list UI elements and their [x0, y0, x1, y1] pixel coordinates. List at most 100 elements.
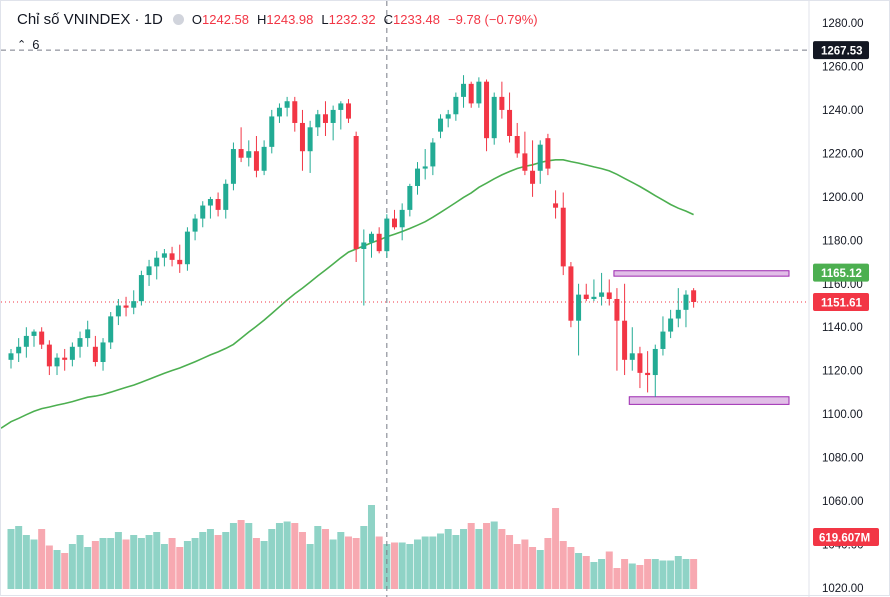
candle-body[interactable]: [8, 353, 14, 360]
candle-body[interactable]: [507, 109, 513, 136]
candle-body[interactable]: [560, 207, 566, 267]
candle-body[interactable]: [16, 346, 22, 354]
candle-body[interactable]: [553, 203, 559, 208]
candle-body[interactable]: [407, 185, 413, 210]
candle-body[interactable]: [583, 294, 589, 299]
candle-body[interactable]: [591, 296, 597, 299]
candle-body[interactable]: [576, 294, 582, 321]
candle-body[interactable]: [161, 253, 167, 258]
candle-body[interactable]: [353, 136, 359, 249]
price-zone-rectangle[interactable]: [628, 396, 790, 405]
candle-body[interactable]: [629, 353, 635, 360]
candle-body[interactable]: [392, 218, 397, 228]
candle-body[interactable]: [62, 357, 68, 360]
candle-body[interactable]: [200, 205, 206, 219]
candle-body[interactable]: [645, 372, 651, 376]
candle-body[interactable]: [660, 331, 666, 349]
candle-body[interactable]: [230, 149, 236, 184]
candle-body[interactable]: [415, 168, 421, 186]
candle-body[interactable]: [453, 96, 459, 115]
candle-body[interactable]: [476, 81, 482, 104]
candle-body[interactable]: [468, 83, 474, 104]
candle-body[interactable]: [514, 136, 520, 154]
candle-body[interactable]: [499, 96, 505, 110]
candle-body[interactable]: [46, 344, 52, 367]
candle-body[interactable]: [39, 331, 45, 345]
candle-body[interactable]: [376, 233, 382, 252]
candle-body[interactable]: [330, 109, 336, 123]
candle-body[interactable]: [92, 346, 98, 362]
candle-body[interactable]: [622, 320, 628, 360]
candle-body[interactable]: [399, 209, 405, 228]
candle-body[interactable]: [31, 331, 37, 336]
candle-body[interactable]: [77, 338, 83, 347]
candle-body[interactable]: [438, 118, 444, 132]
volume-bar: [429, 536, 437, 589]
candle-body[interactable]: [530, 170, 536, 184]
candle-body[interactable]: [338, 103, 344, 110]
candle-body[interactable]: [253, 151, 259, 171]
volume-bar: [636, 565, 644, 589]
candle-body[interactable]: [207, 199, 213, 206]
candle-body[interactable]: [246, 151, 252, 158]
candle-body[interactable]: [131, 301, 137, 308]
candle-body[interactable]: [461, 83, 467, 97]
candle-body[interactable]: [361, 242, 367, 249]
candle-body[interactable]: [430, 142, 436, 167]
candle-body[interactable]: [537, 144, 543, 171]
candle-body[interactable]: [115, 305, 121, 317]
candle-body[interactable]: [85, 329, 91, 339]
candle-body[interactable]: [284, 101, 290, 108]
candle-body[interactable]: [276, 107, 282, 117]
candle-body[interactable]: [123, 305, 129, 308]
candle-body[interactable]: [322, 114, 328, 123]
candle-body[interactable]: [652, 348, 658, 376]
price-zone-rectangle[interactable]: [613, 270, 790, 277]
symbol-title[interactable]: Chỉ số VNINDEX · 1D: [17, 11, 163, 28]
candle-body[interactable]: [299, 122, 305, 152]
candle-body[interactable]: [675, 309, 681, 319]
candle-body[interactable]: [345, 103, 351, 119]
candle-body[interactable]: [384, 218, 390, 252]
candle-body[interactable]: [192, 218, 198, 232]
candle-body[interactable]: [261, 146, 267, 171]
candle-body[interactable]: [522, 153, 528, 171]
candle-body[interactable]: [100, 342, 106, 362]
candle-body[interactable]: [368, 233, 374, 243]
volume-bar: [582, 556, 590, 589]
candle-body[interactable]: [23, 335, 29, 347]
candle-body[interactable]: [223, 183, 229, 210]
candle-body[interactable]: [484, 81, 490, 139]
candle-body[interactable]: [215, 199, 221, 210]
chevron-up-icon[interactable]: ⌃: [17, 39, 27, 51]
candle-body[interactable]: [691, 290, 697, 303]
candle-body[interactable]: [614, 298, 620, 321]
candle-body[interactable]: [54, 357, 60, 367]
candle-body[interactable]: [184, 231, 190, 265]
candle-body[interactable]: [138, 275, 144, 302]
candle-body[interactable]: [491, 96, 497, 139]
candle-body[interactable]: [307, 127, 313, 152]
candle-body[interactable]: [238, 149, 244, 158]
candle-body[interactable]: [315, 114, 321, 128]
candle-body[interactable]: [269, 116, 275, 147]
candle-body[interactable]: [606, 292, 612, 299]
candle-body[interactable]: [545, 138, 551, 169]
candle-body[interactable]: [599, 292, 605, 297]
candle-body[interactable]: [177, 259, 183, 265]
candle-body[interactable]: [154, 257, 160, 267]
candle-body[interactable]: [445, 114, 451, 119]
candle-body[interactable]: [422, 166, 428, 169]
candle-body[interactable]: [568, 266, 574, 321]
candle-body[interactable]: [169, 253, 175, 260]
indicators-toggle[interactable]: ⌃ 6: [17, 37, 39, 52]
candle-body[interactable]: [637, 353, 643, 373]
candle-body[interactable]: [108, 316, 114, 343]
candle-body[interactable]: [292, 101, 298, 123]
candle-body[interactable]: [683, 294, 689, 310]
candle-body[interactable]: [146, 266, 152, 276]
candle-body[interactable]: [668, 318, 674, 332]
candle-body[interactable]: [69, 346, 75, 360]
